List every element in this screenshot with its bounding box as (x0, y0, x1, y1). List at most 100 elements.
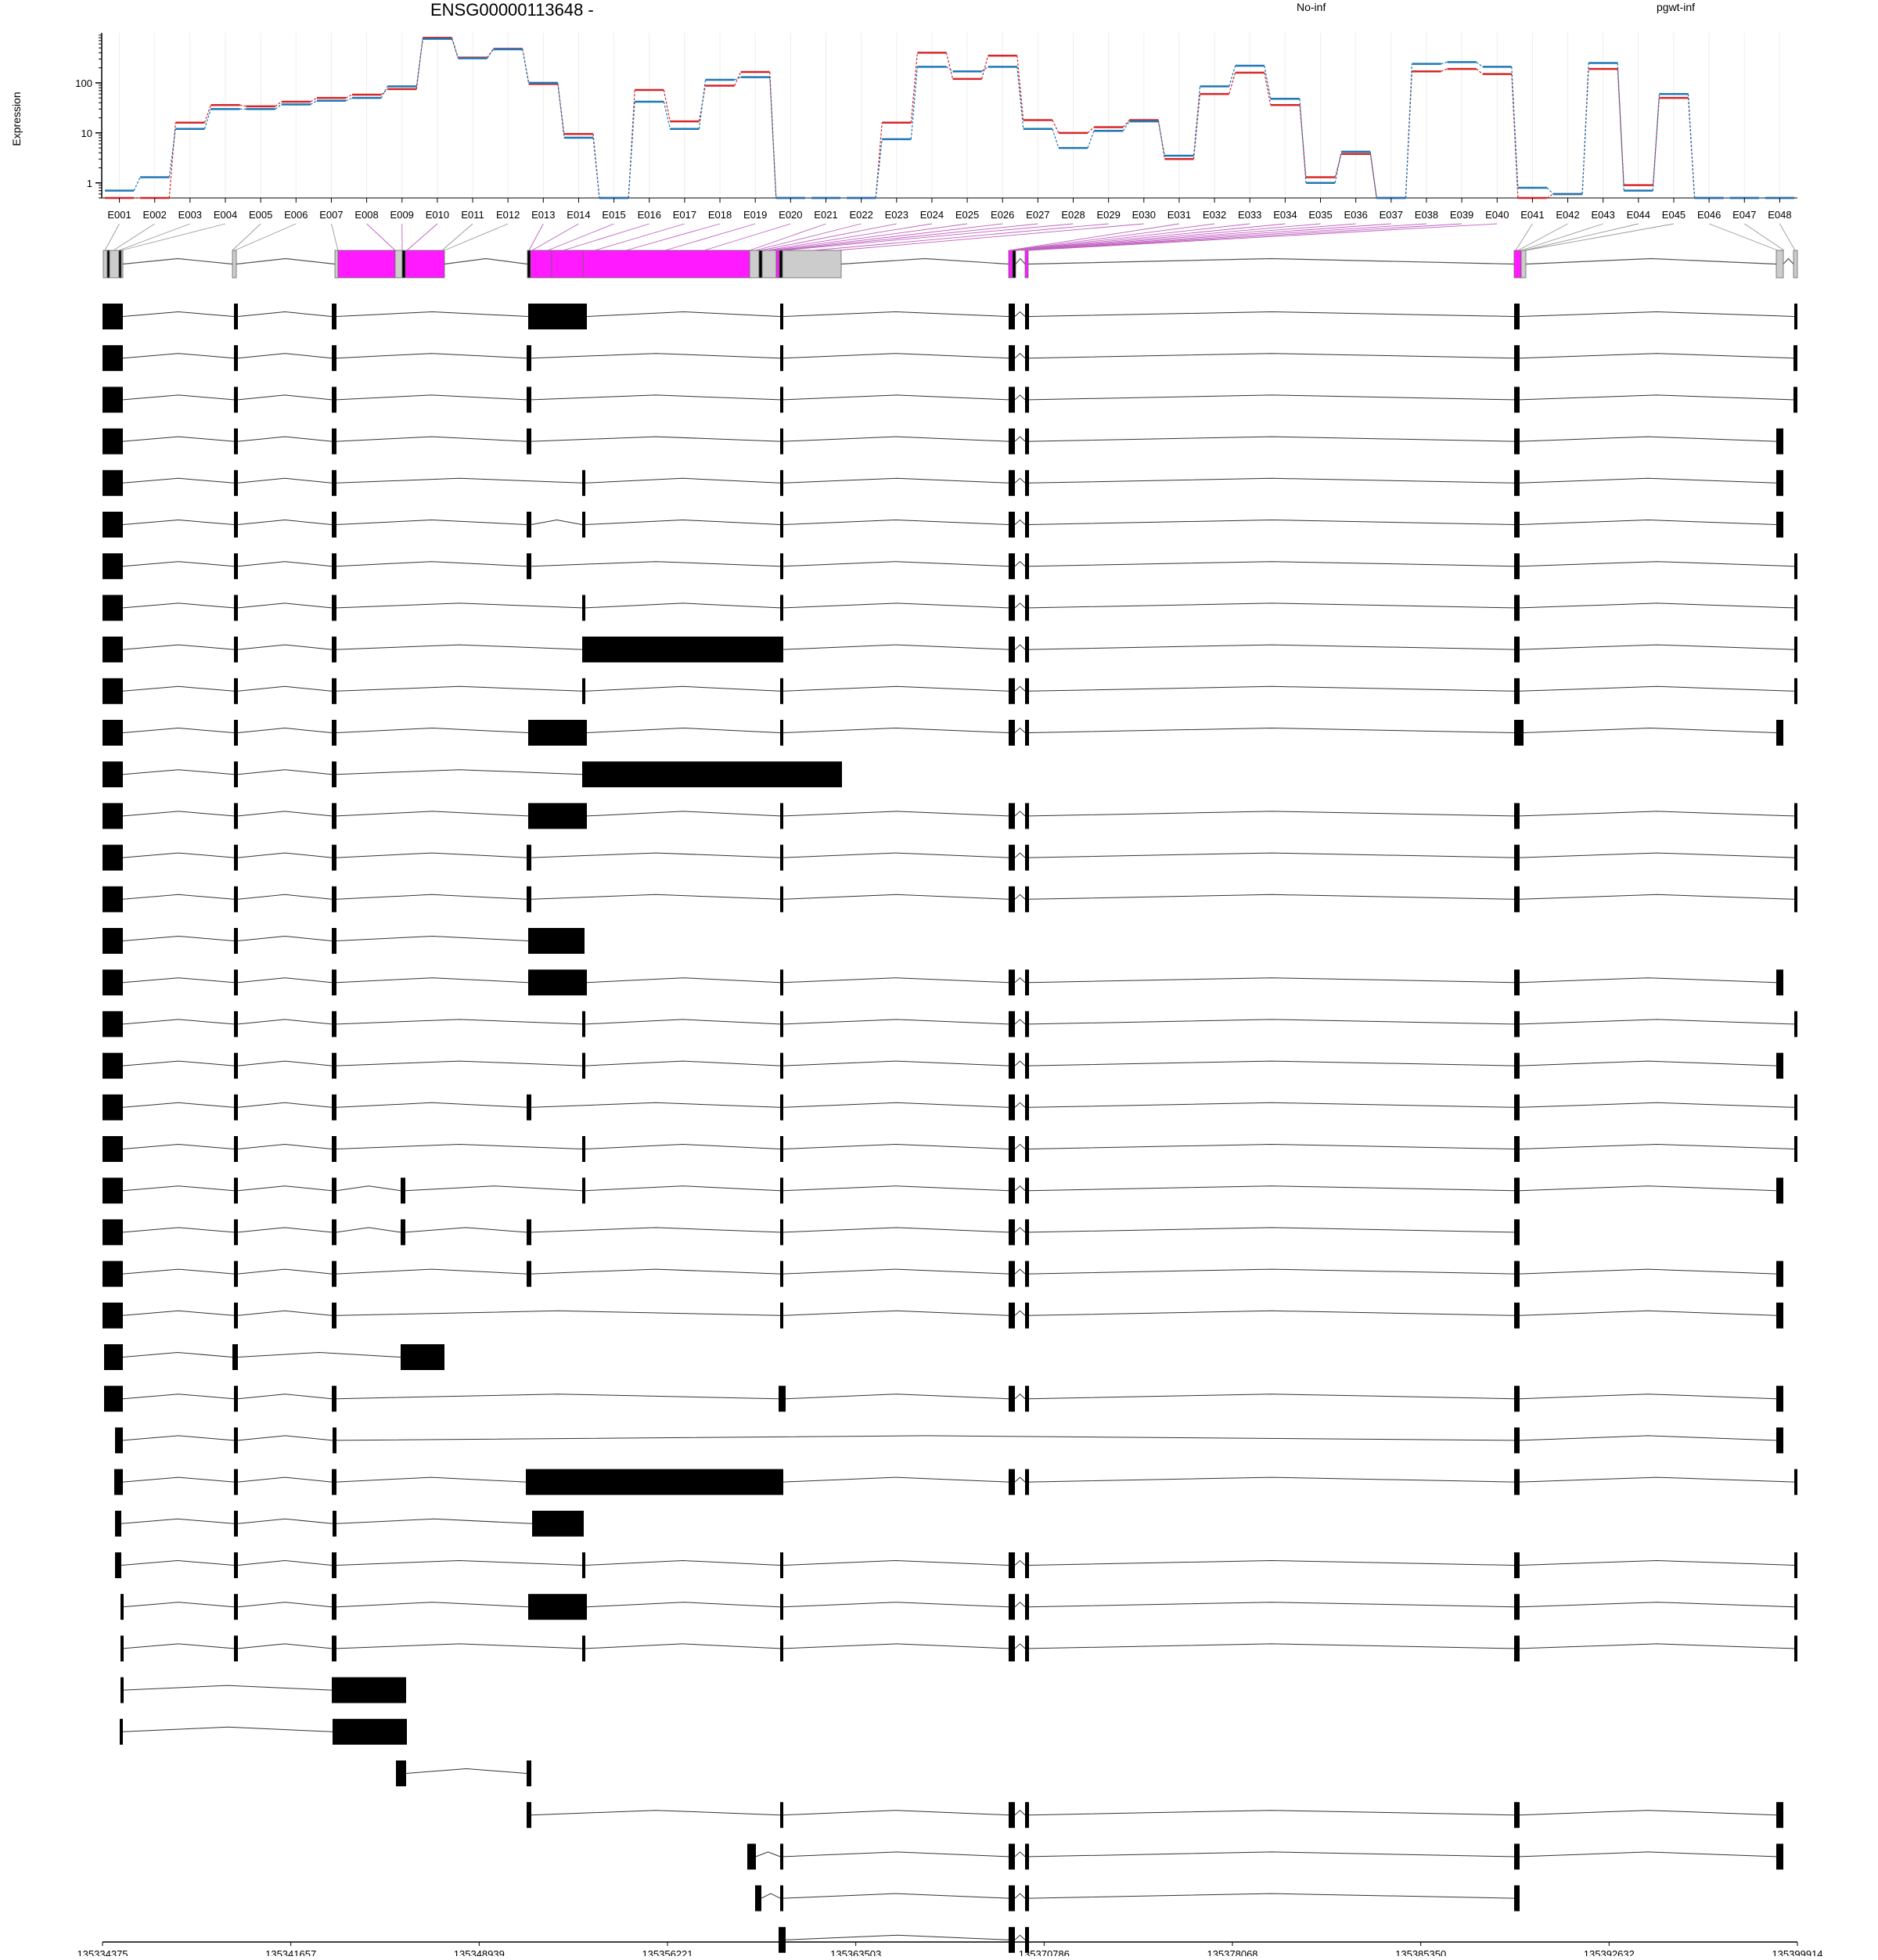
transcript-exon (121, 1678, 124, 1703)
exon-label: E043 (1592, 209, 1615, 221)
transcript-intron (1520, 437, 1776, 441)
transcript-intron (1015, 395, 1025, 400)
transcript-exon (121, 1635, 124, 1661)
transcript-exon (332, 1386, 336, 1412)
transcript-exon (1009, 429, 1015, 455)
transcript-exon (1009, 1386, 1015, 1412)
exon-label: E026 (991, 209, 1014, 221)
transcript-exon (332, 1552, 336, 1578)
transcript-exon (1514, 1219, 1520, 1245)
transcript-intron (123, 437, 234, 441)
transcript-exon (1025, 1053, 1029, 1079)
series-connector (1265, 73, 1271, 105)
transcript-exon (780, 678, 783, 704)
model-intron (123, 259, 232, 264)
transcript-intron (1015, 1020, 1025, 1024)
transcript-intron (585, 478, 780, 483)
transcript-exon (234, 1469, 238, 1495)
transcript-exon (780, 429, 783, 455)
transcript-intron (238, 1102, 332, 1107)
transcript-intron (123, 1061, 234, 1066)
exon-label: E020 (779, 209, 802, 221)
transcript-intron (783, 354, 1009, 358)
series-connector (735, 72, 741, 85)
transcript-exon (582, 470, 585, 496)
transcript-intron (531, 437, 780, 441)
transcript-intron (1520, 354, 1793, 358)
transcript-intron (783, 1269, 1009, 1274)
transcript-intron (123, 645, 234, 649)
transcript-exon (527, 1219, 531, 1245)
model-exon (779, 250, 782, 278)
transcript-exon (1514, 387, 1520, 412)
transcript-intron (336, 520, 527, 525)
transcript-exon (1794, 1469, 1797, 1495)
transcript-intron (1029, 1602, 1514, 1607)
transcript-intron (1029, 1311, 1514, 1315)
model-intron (1783, 259, 1793, 264)
transcript-exon (103, 1136, 123, 1162)
transcript-exon (234, 1427, 238, 1453)
transcript-exon (332, 1261, 336, 1287)
transcript-intron (336, 770, 582, 775)
transcript-exon (234, 928, 238, 954)
transcript-exon (234, 637, 238, 663)
transcript-exon (1514, 1303, 1520, 1329)
transcript-exon (234, 1386, 238, 1412)
transcript-9 (103, 637, 1797, 663)
transcript-exon (1776, 470, 1783, 496)
transcript-intron (783, 1311, 1009, 1315)
transcript-intron (1029, 894, 1514, 899)
legend-entry-no-inf: No-inf (1297, 1, 1326, 13)
model-exon (1025, 250, 1028, 278)
transcript-intron (1015, 1477, 1025, 1482)
transcript-exon (1025, 1552, 1029, 1578)
transcript-intron (1029, 1269, 1514, 1274)
transcript-exon (332, 512, 336, 538)
transcript-23 (103, 1219, 1520, 1245)
exon-connector (1025, 224, 1426, 250)
transcript-intron (1520, 603, 1794, 608)
transcript-intron (238, 1477, 332, 1482)
transcript-intron (336, 645, 582, 649)
transcript-intron (531, 395, 780, 400)
transcript-intron (1029, 1145, 1514, 1149)
transcript-exon (582, 1136, 585, 1162)
transcript-intron (238, 937, 332, 941)
transcript-intron (123, 1102, 234, 1107)
exon-label: E013 (531, 209, 555, 221)
exon-label: E029 (1096, 209, 1120, 221)
transcript-intron (1029, 1061, 1514, 1066)
transcript-exon (1794, 1095, 1797, 1120)
transcript-19 (103, 1053, 1783, 1079)
chart-title: ENSG00000113648 - (430, 0, 594, 20)
transcript-exon (1514, 1011, 1520, 1037)
transcript-exon (1776, 1386, 1783, 1412)
series-connector (770, 77, 776, 198)
transcript-intron (1015, 1935, 1025, 1940)
transcript-intron (1029, 686, 1514, 691)
transcript-exon (234, 803, 238, 829)
transcript-exon (1009, 1261, 1015, 1287)
transcript-exon (1514, 1095, 1520, 1120)
transcript-intron (123, 1269, 234, 1274)
series-connector (1265, 66, 1271, 99)
transcript-intron (531, 1269, 780, 1274)
transcript-intron (1520, 1436, 1776, 1440)
transcript-exon (780, 470, 783, 496)
transcript-exon (780, 595, 783, 620)
series-connector (699, 80, 705, 129)
exon-connector (331, 224, 338, 250)
transcript-intron (336, 1102, 527, 1107)
model-exon (583, 250, 750, 278)
exon-label: E006 (284, 209, 308, 221)
transcript-intron (1029, 1852, 1514, 1857)
transcript-2 (103, 345, 1797, 371)
transcript-exon (1009, 1178, 1015, 1203)
transcript-exon (234, 1594, 238, 1620)
series-connector (1158, 121, 1164, 156)
series-connector (1547, 188, 1553, 194)
transcript-intron (1029, 645, 1514, 649)
transcript-intron (1029, 312, 1514, 317)
transcript-intron (1029, 811, 1514, 816)
